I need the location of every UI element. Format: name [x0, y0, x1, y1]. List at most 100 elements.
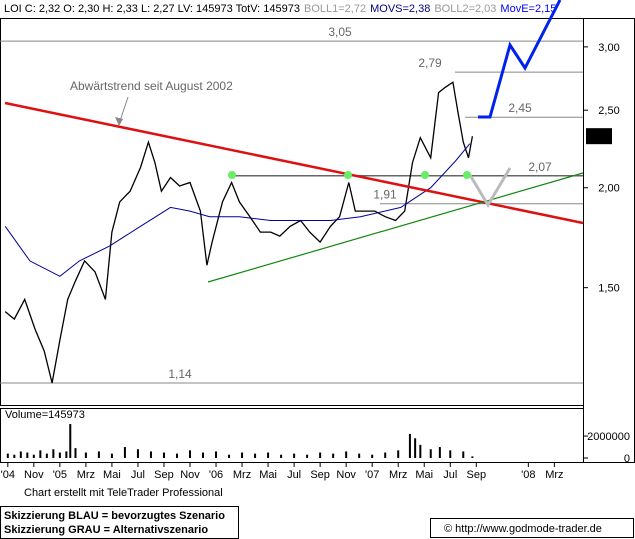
level-label: 3,05 — [328, 25, 352, 39]
volume-bar — [358, 453, 361, 458]
volume-bar — [69, 424, 72, 458]
price-line — [4, 81, 474, 384]
x-tick-label: Mrz — [545, 469, 563, 481]
x-tick-label: Mrz — [233, 469, 251, 481]
volume-bar — [254, 453, 257, 458]
header: LOI C: 2,32 O: 2,30 H: 2,33 L: 2,27 LV: … — [4, 3, 556, 15]
level-label: 2,07 — [528, 160, 552, 174]
x-tick-label: Mrz — [389, 469, 407, 481]
x-tick-label: Mai — [259, 469, 277, 481]
volume-bar — [26, 452, 29, 458]
source-box — [430, 518, 634, 538]
y-tick-label: 2,00 — [598, 183, 619, 195]
volume-bar — [136, 449, 139, 458]
legend-blue: Skizzierung BLAU = bevorzugtes Szenario — [4, 510, 225, 522]
level-label: 2,79 — [418, 56, 442, 70]
touch-point — [344, 171, 352, 179]
level-label: 1,91 — [373, 188, 397, 202]
x-tick-label: Sep — [467, 469, 487, 481]
data — [4, 81, 474, 384]
volume-bar — [39, 450, 42, 458]
volume-bar — [471, 456, 474, 458]
volume-bar — [293, 453, 296, 458]
volume-bar — [319, 452, 322, 458]
annotation: Abwärtstrend seit August 2002 — [70, 79, 233, 93]
x-tick-label: '06 — [209, 469, 223, 481]
header-item: LOI C: 2,32 O: 2,30 H: 2,33 L: 2,27 LV: … — [4, 3, 300, 15]
volume-bar — [188, 450, 191, 458]
volume-bar — [241, 452, 244, 458]
y-tick-label: 2,50 — [598, 105, 619, 117]
header-item: BOLL1=2,72 — [304, 3, 366, 15]
uptrend-line — [207, 172, 584, 283]
volume-bar — [429, 449, 432, 458]
volume-title: Volume=145973 — [5, 409, 85, 421]
volume-bar — [228, 454, 231, 458]
x-tick-label: Jul — [443, 469, 457, 481]
x-tick-label: Nov — [336, 469, 356, 481]
volume-bar — [371, 454, 374, 458]
blue-scenario — [478, 0, 562, 119]
volume-bar — [110, 453, 113, 458]
y-tick-label: 1,50 — [598, 283, 619, 295]
volume-bar — [215, 451, 218, 458]
volume-bar — [149, 451, 152, 458]
level-label: 1,14 — [168, 367, 192, 381]
x-tick-label: Jul — [287, 469, 301, 481]
header-item: MOVS=2,38 — [370, 3, 430, 15]
grey-scenario — [468, 167, 512, 208]
touch-point — [421, 171, 429, 179]
volume-bar — [97, 451, 100, 458]
volume-bar — [123, 447, 126, 458]
x-tick-label: Jul — [131, 469, 145, 481]
volume-bar — [6, 453, 9, 458]
volume-bar — [175, 453, 178, 458]
volume-bar — [408, 433, 411, 458]
volume-bar — [84, 452, 87, 458]
volume-bar — [267, 452, 270, 458]
volume-bar — [52, 449, 55, 458]
x-tick-label: '05 — [53, 469, 67, 481]
volume-bar — [414, 438, 417, 458]
source: © http://www.godmode-trader.de — [444, 523, 602, 535]
volume-bar — [397, 450, 400, 458]
x-tick-label: Nov — [180, 469, 200, 481]
volume-bar — [419, 444, 422, 458]
volume-bar — [162, 452, 165, 458]
volume-bar — [449, 450, 452, 458]
volume-tick-label: 2000000 — [587, 431, 630, 443]
touch-point — [463, 171, 471, 179]
volume-bar — [65, 451, 68, 458]
x-tick-label: Sep — [310, 469, 330, 481]
volume-bar — [19, 451, 22, 458]
legend-grey: Skizzierung GRAU = Alternativszenario — [4, 524, 208, 536]
x-tick-label: Mai — [103, 469, 121, 481]
volume-bar — [45, 453, 48, 458]
header-item: MovE=2,15 — [500, 3, 556, 15]
touch-point — [228, 171, 236, 179]
volume-bar — [202, 452, 205, 458]
price-line — [4, 143, 471, 277]
volume-bar — [384, 452, 387, 458]
y-tick-label: 3,00 — [598, 42, 619, 54]
credit: Chart erstellt mit TeleTrader Profession… — [24, 487, 223, 499]
level-label: 2,45 — [508, 101, 532, 115]
volume-bar — [462, 451, 465, 458]
x-tick-label: Nov — [24, 469, 44, 481]
volume-bar — [13, 454, 16, 458]
touch-points — [228, 171, 471, 179]
volume-bar — [74, 448, 77, 458]
volume-bar — [332, 453, 335, 458]
last-value-box — [586, 128, 612, 145]
annotation-arrowhead — [115, 117, 123, 126]
last-value-label: 2,32 — [588, 131, 609, 143]
volume-bar — [438, 447, 441, 458]
x-tick-label: '07 — [365, 469, 379, 481]
volume-bar — [345, 451, 348, 458]
volume-bar — [306, 454, 309, 458]
volume-bar — [280, 454, 283, 458]
x-tick-label: Mai — [415, 469, 433, 481]
volume-tick-label: 0 — [624, 453, 630, 465]
